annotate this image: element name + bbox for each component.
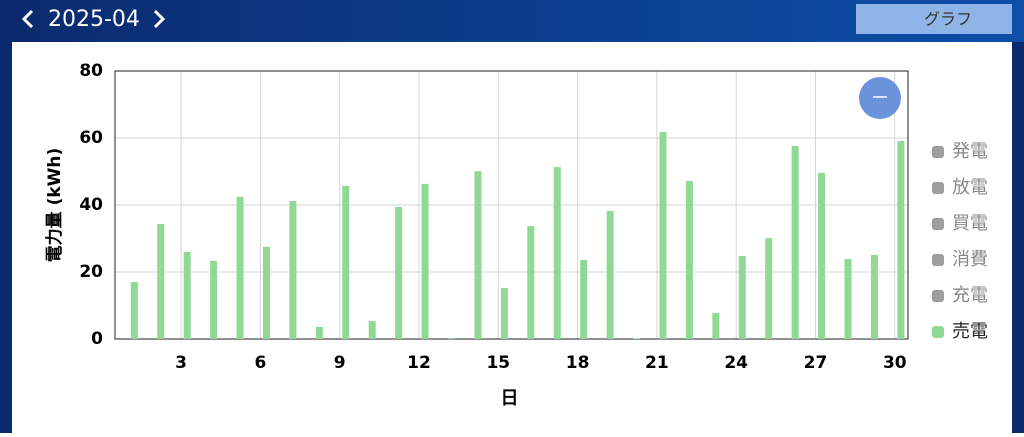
bar	[870, 254, 878, 339]
bar	[157, 224, 165, 339]
x-tick-label: 18	[566, 353, 590, 373]
legend-label: 充電	[952, 285, 988, 306]
x-tick-label: 3	[175, 353, 187, 373]
bar	[580, 259, 588, 339]
x-tick-label: 15	[486, 353, 510, 373]
collapse-button[interactable]	[859, 77, 901, 119]
bar	[844, 258, 852, 339]
legend-swatch	[932, 290, 944, 302]
legend-swatch	[932, 218, 944, 230]
left-edge	[0, 0, 12, 433]
bar	[368, 320, 376, 339]
month-label: 2025-04	[48, 7, 140, 32]
legend-swatch	[932, 254, 944, 266]
y-axis-label: 電力量 (kWh)	[44, 148, 65, 263]
bar	[289, 200, 297, 339]
y-tick-label: 40	[79, 195, 103, 215]
bar	[130, 282, 138, 339]
bar	[210, 260, 218, 339]
bar	[262, 246, 270, 339]
x-tick-label: 21	[645, 353, 669, 373]
prev-button[interactable]	[21, 9, 34, 29]
y-tick-label: 20	[79, 262, 103, 282]
next-button[interactable]	[153, 9, 166, 29]
bar	[765, 238, 773, 339]
legend-swatch	[932, 146, 944, 158]
x-tick-label: 27	[804, 353, 828, 373]
legend-swatch	[932, 326, 944, 338]
bar	[791, 146, 799, 339]
bar	[447, 337, 455, 339]
chart: 0 20 40 60 80 3 6 9 12 15 18 21 24 27 30 日 電力量 (kWh) 発電放電…	[44, 61, 988, 409]
bar	[421, 183, 429, 339]
bar	[500, 288, 508, 339]
x-axis-label: 日	[501, 388, 519, 409]
right-edge	[1012, 42, 1024, 433]
legend-label: 消費	[952, 249, 988, 270]
bar	[738, 255, 746, 339]
x-tick-label: 9	[334, 353, 346, 373]
legend-label: 売電	[952, 321, 988, 342]
bar	[342, 185, 350, 339]
bar	[606, 211, 614, 339]
graph-tab[interactable]	[856, 4, 1012, 34]
bar	[553, 167, 561, 339]
y-tick-label: 60	[79, 128, 103, 148]
bar	[633, 338, 641, 339]
x-tick-label: 12	[407, 353, 431, 373]
legend-label: 放電	[952, 177, 988, 198]
bar	[395, 207, 403, 339]
legend-label: 買電	[952, 213, 988, 234]
plot-frame	[114, 70, 909, 340]
legend-label: 発電	[952, 141, 988, 162]
bar	[236, 196, 244, 339]
x-tick-label: 6	[254, 353, 266, 373]
bar	[315, 326, 323, 339]
bar	[712, 312, 720, 339]
bar	[818, 172, 826, 339]
bar	[897, 141, 905, 339]
bar	[183, 251, 191, 339]
header-bar	[0, 0, 1024, 42]
bar	[527, 226, 535, 339]
graph-tab-label: グラフ	[924, 10, 972, 29]
y-tick-label: 0	[91, 329, 103, 349]
y-tick-label: 80	[79, 61, 103, 81]
bar	[685, 180, 693, 339]
legend-swatch	[932, 182, 944, 194]
x-tick-label: 24	[724, 353, 748, 373]
x-tick-label: 30	[883, 353, 907, 373]
bar	[474, 171, 482, 339]
bar	[659, 131, 667, 339]
